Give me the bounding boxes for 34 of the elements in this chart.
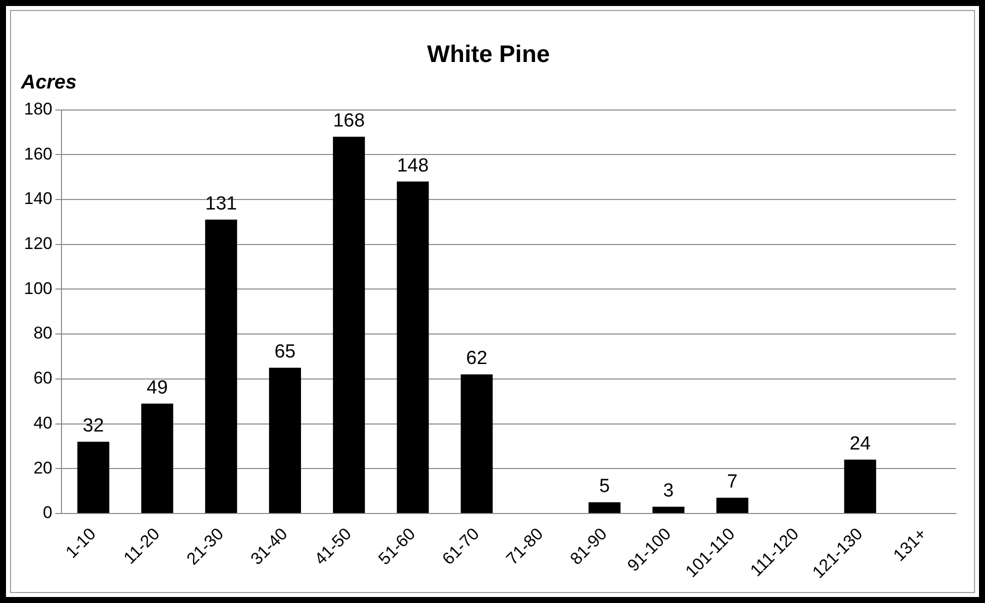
data-label: 32 xyxy=(82,415,104,436)
y-tick-label: 160 xyxy=(24,144,52,164)
bar xyxy=(77,442,110,513)
y-tick-label: 80 xyxy=(33,324,52,343)
bar xyxy=(716,498,748,513)
y-tick-label: 0 xyxy=(42,503,52,522)
y-tick-label: 180 xyxy=(24,99,52,118)
y-tick-label: 20 xyxy=(33,458,52,478)
data-label: 49 xyxy=(146,377,168,398)
bar xyxy=(844,460,876,513)
data-label: 62 xyxy=(466,348,488,370)
data-label: 65 xyxy=(274,341,296,362)
data-label: 148 xyxy=(396,155,429,176)
bar xyxy=(460,374,493,513)
y-tick-label: 40 xyxy=(33,413,52,432)
chart-title: White Pine xyxy=(427,41,550,68)
data-label: 131 xyxy=(205,193,237,214)
data-label: 7 xyxy=(727,471,738,492)
y-tick-label: 140 xyxy=(24,189,52,208)
bar xyxy=(588,502,621,513)
data-label: 168 xyxy=(333,110,365,132)
y-tick-label: 120 xyxy=(24,234,52,254)
bar xyxy=(269,368,301,513)
bar xyxy=(205,220,238,513)
bar xyxy=(652,506,684,513)
data-label: 5 xyxy=(599,476,610,497)
y-axis-title: Acres xyxy=(20,72,77,94)
bar xyxy=(141,404,174,513)
data-label: 24 xyxy=(850,433,872,454)
data-label: 3 xyxy=(663,480,674,502)
bar xyxy=(332,136,365,513)
y-tick-label: 60 xyxy=(33,368,52,388)
bar xyxy=(396,182,429,513)
y-tick-label: 100 xyxy=(24,278,52,298)
